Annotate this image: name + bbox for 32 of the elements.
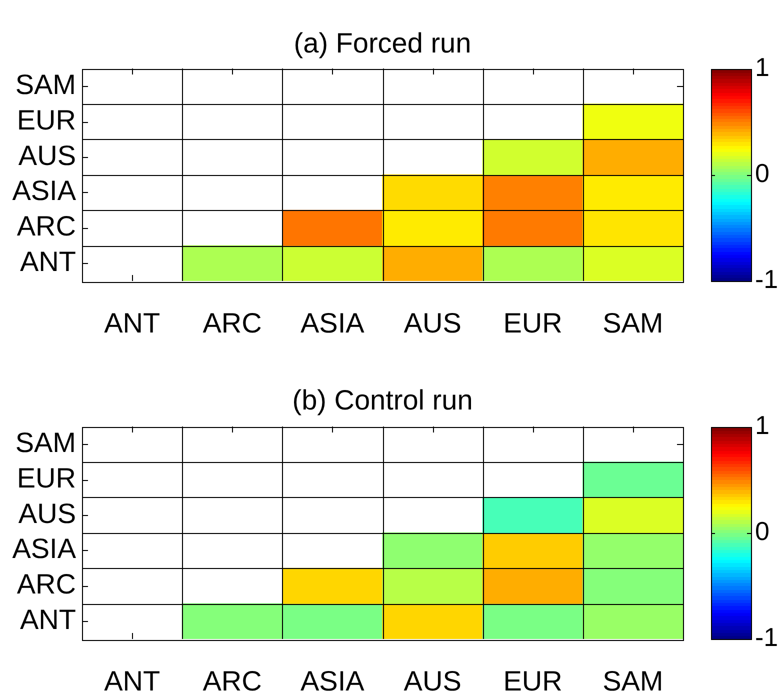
y-tick-label: ARC xyxy=(16,568,76,600)
x-tick-label: AUS xyxy=(404,308,462,339)
chart-title: (a) Forced run xyxy=(294,28,472,59)
y-tick-label: SAM xyxy=(15,68,76,100)
x-tick-label: ASIA xyxy=(300,666,365,697)
y-tick-label: AUS xyxy=(18,498,76,529)
color-bar-label: 0 xyxy=(755,158,770,188)
y-tick-label: SAM xyxy=(15,426,76,458)
x-tick-label: SAM xyxy=(602,666,664,697)
y-tick-label: ANT xyxy=(20,246,76,278)
chart-title: (b) Control run xyxy=(292,384,473,416)
x-tick-label: ARC xyxy=(202,308,262,339)
y-tick-label: EUR xyxy=(16,104,76,136)
color-bar-label: 0 xyxy=(755,516,770,546)
y-tick-label: ANT xyxy=(20,604,76,636)
x-tick-label: EUR xyxy=(503,666,562,697)
color-bar-label: 1 xyxy=(755,410,770,440)
y-tick-label: EUR xyxy=(16,462,76,494)
color-bar-label: -1 xyxy=(755,622,778,652)
x-tick-label: ANT xyxy=(104,308,160,339)
y-tick-label: ASIA xyxy=(12,175,76,206)
x-tick-label: ASIA xyxy=(300,308,365,339)
x-tick-label: AUS xyxy=(404,666,462,697)
y-tick-label: ASIA xyxy=(12,533,76,564)
x-tick-label: SAM xyxy=(602,308,664,339)
x-tick-label: EUR xyxy=(503,308,562,339)
y-tick-label: ARC xyxy=(16,210,76,242)
x-tick-label: ARC xyxy=(202,666,262,697)
color-bar-label: 1 xyxy=(755,52,770,82)
y-tick-label: AUS xyxy=(18,140,76,171)
x-tick-label: ANT xyxy=(104,666,160,697)
color-bar-label: -1 xyxy=(755,264,778,294)
